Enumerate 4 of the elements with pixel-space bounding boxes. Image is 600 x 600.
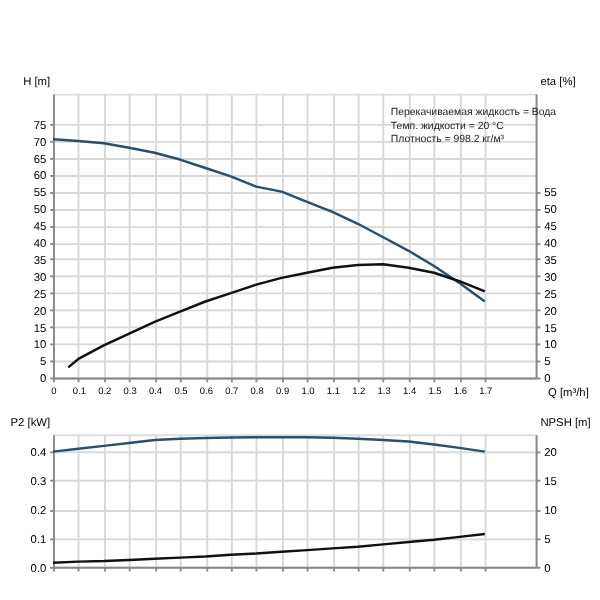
line-series: [67, 263, 487, 369]
line-series: [53, 138, 487, 303]
line-series: [53, 532, 487, 565]
line-series: [53, 435, 487, 453]
